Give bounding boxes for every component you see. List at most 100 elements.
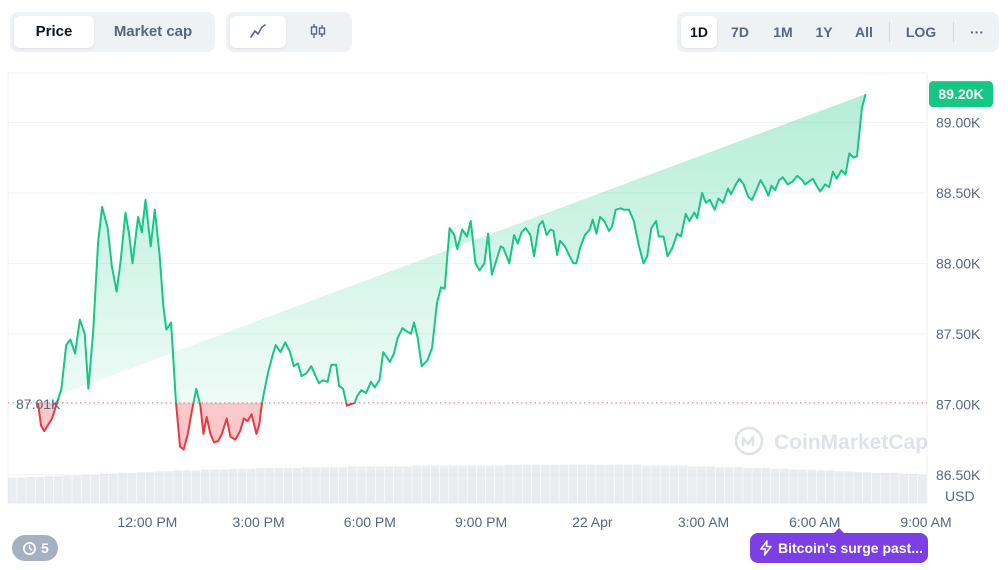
volume-bar: [311, 467, 320, 503]
volume-bar: [191, 470, 201, 503]
volume-bar: [26, 477, 35, 503]
volume-bar: [256, 468, 265, 503]
volume-bar: [495, 465, 504, 503]
x-tick-label: 6:00 PM: [344, 514, 396, 530]
volume-bar: [63, 475, 72, 503]
volume-bar: [329, 467, 339, 503]
coinmarketcap-watermark: CoinMarketCap: [734, 426, 928, 456]
volume-bar: [541, 464, 550, 503]
volume-bar: [274, 468, 284, 503]
volume-bar: [862, 472, 872, 503]
volume-bar: [586, 464, 596, 503]
last-price-label: 89.20K: [938, 86, 983, 102]
volume-bar: [164, 471, 173, 503]
time-range-tabs: 1D 7D 1M 1Y All LOG ···: [677, 12, 999, 52]
volume-bar: [430, 465, 440, 503]
line-chart-icon: [250, 24, 266, 38]
volume-bar: [688, 466, 697, 503]
range-all[interactable]: All: [855, 24, 873, 40]
volume-bar: [715, 467, 725, 503]
price-line-up: [37, 93, 867, 403]
volume-bar: [779, 468, 789, 503]
volume-bar: [246, 468, 256, 503]
candlestick-button[interactable]: [290, 16, 346, 48]
volume-bar: [890, 472, 899, 503]
volume-bar: [265, 468, 274, 503]
volume-bar: [697, 466, 706, 503]
volume-bar: [789, 469, 798, 503]
volume-bar: [302, 467, 311, 503]
currency-label: USD: [945, 488, 975, 504]
volume-bar: [835, 471, 844, 503]
volume-bar: [871, 472, 881, 503]
x-tick-label: 12:00 PM: [117, 514, 177, 530]
volume-bars: [8, 464, 927, 503]
volume-bar: [109, 473, 118, 503]
range-7d[interactable]: 7D: [731, 24, 749, 40]
x-tick-label: 9:00 PM: [455, 514, 507, 530]
volume-bar: [403, 466, 412, 503]
lightning-icon: [760, 540, 772, 556]
volume-bar: [596, 464, 605, 503]
volume-bar: [366, 466, 375, 503]
volume-bar: [825, 470, 835, 503]
x-tick-label: 22 Apr: [572, 514, 613, 530]
history-badge[interactable]: 5: [12, 535, 58, 561]
more-options-button[interactable]: ···: [970, 24, 984, 40]
volume-bar: [743, 468, 752, 503]
volume-bar: [605, 464, 614, 503]
volume-bar: [642, 465, 651, 503]
news-pill[interactable]: Bitcoin's surge past...: [750, 533, 928, 563]
volume-bar: [439, 465, 449, 503]
tab-price[interactable]: Price: [14, 16, 94, 48]
volume-bar: [632, 464, 642, 503]
volume-bar: [853, 472, 863, 503]
volume-bar: [917, 474, 927, 503]
price-area-up: [38, 94, 866, 403]
range-1d[interactable]: 1D: [681, 16, 717, 48]
volume-bar: [908, 473, 918, 503]
history-icon: [23, 542, 36, 555]
range-1y[interactable]: 1Y: [815, 24, 833, 40]
volume-bar: [237, 468, 247, 503]
volume-bar: [393, 466, 403, 503]
volume-bar: [182, 470, 192, 503]
volume-bar: [669, 465, 679, 503]
volume-bar: [614, 464, 624, 503]
volume-bar: [357, 466, 366, 503]
volume-bar: [513, 464, 523, 503]
chart-style-tabs: [226, 12, 352, 52]
y-tick-label: 87.00K: [936, 396, 981, 412]
volume-bar: [467, 465, 477, 503]
y-tick-label: 88.50K: [936, 185, 981, 201]
y-tick-label: 87.50K: [936, 326, 981, 342]
line-chart-button[interactable]: [230, 16, 286, 48]
volume-bar: [504, 464, 513, 503]
tab-market-cap[interactable]: Market cap: [113, 23, 193, 40]
volume-bar: [127, 472, 137, 503]
volume-bar: [412, 465, 421, 503]
metric-tabs: Price Market cap: [10, 12, 215, 52]
volume-bar: [550, 464, 559, 503]
volume-bar: [200, 469, 210, 503]
y-tick-label: 86.50K: [936, 467, 981, 483]
volume-bar: [623, 464, 633, 503]
volume-bar: [485, 465, 495, 503]
x-axis: 12:00 PM 3:00 PM 6:00 PM 9:00 PM 22 Apr 3:00 …: [117, 514, 951, 530]
range-1m[interactable]: 1M: [773, 24, 793, 40]
volume-bar: [53, 476, 63, 503]
volume-bar: [99, 473, 109, 503]
volume-bar: [798, 469, 807, 503]
volume-bar: [320, 467, 330, 503]
volume-bar: [577, 464, 587, 503]
watermark-text: CoinMarketCap: [774, 431, 928, 454]
volume-bar: [899, 473, 909, 503]
volume-bar: [816, 470, 826, 503]
volume-bar: [384, 466, 394, 503]
log-scale-toggle[interactable]: LOG: [905, 24, 937, 40]
volume-bar: [35, 477, 45, 503]
open-price-label: 87.01K: [16, 396, 61, 412]
divider: [953, 22, 954, 42]
volume-bar: [844, 471, 853, 503]
